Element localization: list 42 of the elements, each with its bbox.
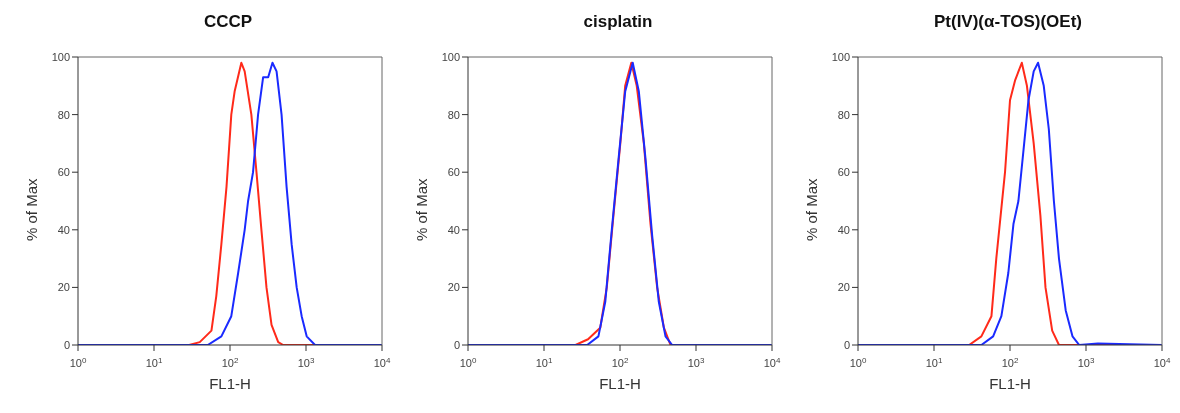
chart-title: CCCP (202, 12, 254, 32)
x-tick-label: 10$^{3}$ (687, 355, 705, 369)
x-tick-label: 10$^{4}$ (373, 355, 391, 369)
y-axis-title: % of Max (413, 177, 431, 241)
x-tick-label: 10$^{2}$ (611, 355, 629, 369)
y-tick-label: 20 (837, 281, 850, 294)
x-tick-label: 10$^{3}$ (297, 355, 315, 369)
y-tick-label: 40 (447, 223, 460, 236)
y-tick-label: 20 (57, 281, 70, 294)
x-tick-label: 10$^{2}$ (1001, 355, 1019, 369)
y-tick-label: 0 (843, 338, 850, 351)
y-tick-label: 20 (447, 281, 460, 294)
y-tick-label: 0 (453, 338, 460, 351)
x-tick-label: 10$^{1}$ (535, 355, 553, 369)
x-tick-label: 10$^{0}$ (459, 355, 477, 369)
x-axis-title: FL1-H (209, 375, 251, 392)
y-tick-label: 40 (837, 223, 850, 236)
y-tick-label: 60 (837, 166, 850, 179)
y-tick-label: 80 (447, 108, 460, 121)
y-tick-label: 80 (57, 108, 70, 121)
y-tick-label: 60 (447, 166, 460, 179)
y-tick-label: 100 (831, 50, 850, 63)
x-tick-label: 10$^{4}$ (1153, 355, 1171, 369)
x-tick-label: 10$^{0}$ (849, 355, 867, 369)
x-tick-label: 10$^{4}$ (763, 355, 781, 369)
x-tick-label: 10$^{2}$ (221, 355, 239, 369)
y-tick-label: 100 (441, 50, 460, 63)
chart-title: Pt(IV)(α-TOS)(OEt) (933, 12, 1083, 32)
y-tick-label: 80 (837, 108, 850, 121)
x-axis-title: FL1-H (599, 375, 641, 392)
x-tick-label: 10$^{1}$ (145, 355, 163, 369)
chart-title: cisplatin (582, 12, 654, 32)
y-axis-title: % of Max (803, 177, 821, 241)
y-tick-label: 60 (57, 166, 70, 179)
x-tick-label: 10$^{0}$ (69, 355, 87, 369)
x-tick-label: 10$^{3}$ (1077, 355, 1095, 369)
y-tick-label: 0 (63, 338, 70, 351)
y-tick-label: 100 (51, 50, 70, 63)
y-axis-title: % of Max (23, 177, 41, 241)
y-tick-label: 40 (57, 223, 70, 236)
x-axis-title: FL1-H (989, 375, 1031, 392)
x-tick-label: 10$^{1}$ (925, 355, 943, 369)
